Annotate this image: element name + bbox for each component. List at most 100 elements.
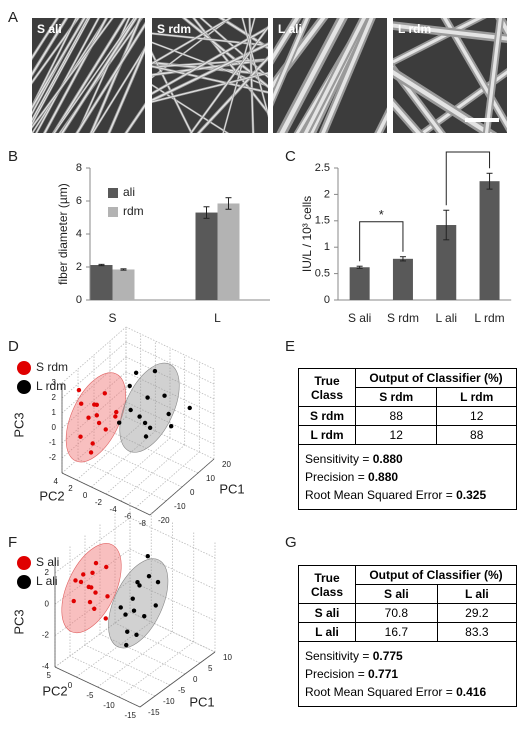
axis-edge — [61, 472, 151, 516]
point — [187, 405, 192, 411]
classifier-table: True Class Output of Classifier (%) S al… — [298, 565, 518, 707]
grid-line — [84, 644, 171, 686]
sem-image: S ali — [32, 18, 145, 133]
y-tick-label: -6 — [124, 512, 132, 521]
fiber-highlight — [152, 72, 268, 103]
point — [113, 414, 118, 419]
panel-label: G — [285, 534, 297, 551]
fiber-highlight — [152, 84, 229, 133]
y-tick-label: 8 — [76, 162, 82, 174]
z-tick-label: 0 — [52, 423, 57, 432]
column-header: S rdm — [354, 387, 438, 407]
z-tick-label: 2 — [45, 568, 50, 577]
point — [152, 368, 158, 374]
y-tick-label: 4 — [54, 477, 59, 486]
point — [114, 409, 119, 415]
cell: 12 — [354, 425, 438, 445]
point — [133, 370, 139, 375]
column-header: S ali — [355, 584, 438, 604]
grid-line — [105, 437, 171, 495]
fiber-highlight — [393, 23, 507, 41]
cell: 83.3 — [436, 622, 518, 642]
x-tick-label: 0 — [193, 675, 198, 684]
image-label: S ali — [37, 22, 62, 36]
row-label: L ali — [298, 622, 356, 642]
point — [90, 570, 95, 575]
bar — [112, 269, 135, 300]
legend-marker — [17, 380, 31, 394]
legend-marker — [17, 556, 31, 570]
grid-line — [99, 633, 186, 675]
point — [123, 612, 128, 617]
point — [93, 560, 99, 566]
sem-image: L ali — [273, 18, 387, 133]
x-tick-label: S — [108, 311, 116, 325]
metric-value: 0.416 — [456, 685, 487, 699]
group-header: Output of Classifier (%) — [355, 368, 517, 388]
cluster-ellipse — [65, 372, 126, 463]
cell: 16.7 — [355, 622, 438, 642]
legend-swatch — [108, 207, 118, 217]
fiber-highlight — [32, 18, 68, 76]
point — [103, 427, 108, 432]
fiber-highlight — [182, 18, 268, 88]
y-tick-label: 0 — [76, 294, 82, 306]
point — [145, 554, 150, 559]
cell: 88 — [354, 406, 438, 426]
y-tick-label: 5 — [47, 671, 52, 680]
point — [86, 584, 91, 590]
legend-label: S ali — [36, 555, 59, 569]
metrics: Sensitivity = 0.880 Precision = 0.880 Ro… — [298, 444, 517, 510]
fiber-highlight — [420, 70, 507, 133]
legend-marker — [17, 575, 31, 589]
bar — [436, 225, 457, 300]
fiber-highlight — [152, 43, 268, 102]
fiber-highlight — [61, 18, 137, 133]
fiber-highlight — [32, 18, 86, 109]
grid-line — [118, 641, 194, 698]
bar — [392, 258, 413, 300]
point — [73, 578, 78, 583]
sem-image: S rdm — [152, 18, 268, 133]
point — [78, 579, 84, 585]
x-tick-label: L rdm — [474, 311, 504, 325]
point — [166, 411, 171, 417]
row-header: True Class — [298, 368, 356, 407]
point — [169, 424, 174, 429]
fiber-highlight — [279, 18, 345, 133]
fiber-highlight — [393, 65, 444, 133]
grid-line — [54, 611, 131, 668]
y-axis-label: fiber diameter (µm) — [56, 183, 70, 285]
axis-edge — [139, 651, 216, 708]
fiber-highlight — [125, 104, 145, 133]
y-tick-label: -5 — [86, 691, 94, 700]
x-tick-label: -15 — [148, 708, 160, 717]
metric-label: Precision = — [305, 667, 365, 681]
row-label: S ali — [298, 603, 356, 623]
x-tick-label: -5 — [178, 686, 186, 695]
z-tick-label: -1 — [49, 438, 57, 447]
point — [103, 616, 108, 621]
y-tick-label: 0 — [68, 681, 73, 690]
fibers — [32, 18, 145, 133]
x-tick-label: L ali — [435, 311, 457, 325]
x-tick-label: 0 — [190, 488, 195, 497]
fiber-highlight — [273, 18, 326, 89]
grid-line — [129, 611, 216, 653]
x-tick-label: 10 — [206, 474, 215, 483]
grid-line — [129, 517, 216, 559]
row-header: True Class — [298, 565, 356, 604]
metric-value: 0.880 — [372, 452, 403, 466]
point — [128, 407, 133, 413]
metrics: Sensitivity = 0.775 Precision = 0.771 Ro… — [298, 641, 517, 707]
point — [93, 590, 98, 595]
cluster-ellipse — [108, 558, 169, 649]
metric-label: Sensitivity = — [305, 452, 370, 466]
fiber-highlight — [43, 18, 108, 133]
z-tick-label: 0 — [45, 599, 50, 608]
cell: 29.2 — [436, 603, 518, 623]
point — [104, 564, 109, 570]
scale-bar — [465, 118, 499, 122]
metric-value: 0.880 — [368, 470, 399, 484]
